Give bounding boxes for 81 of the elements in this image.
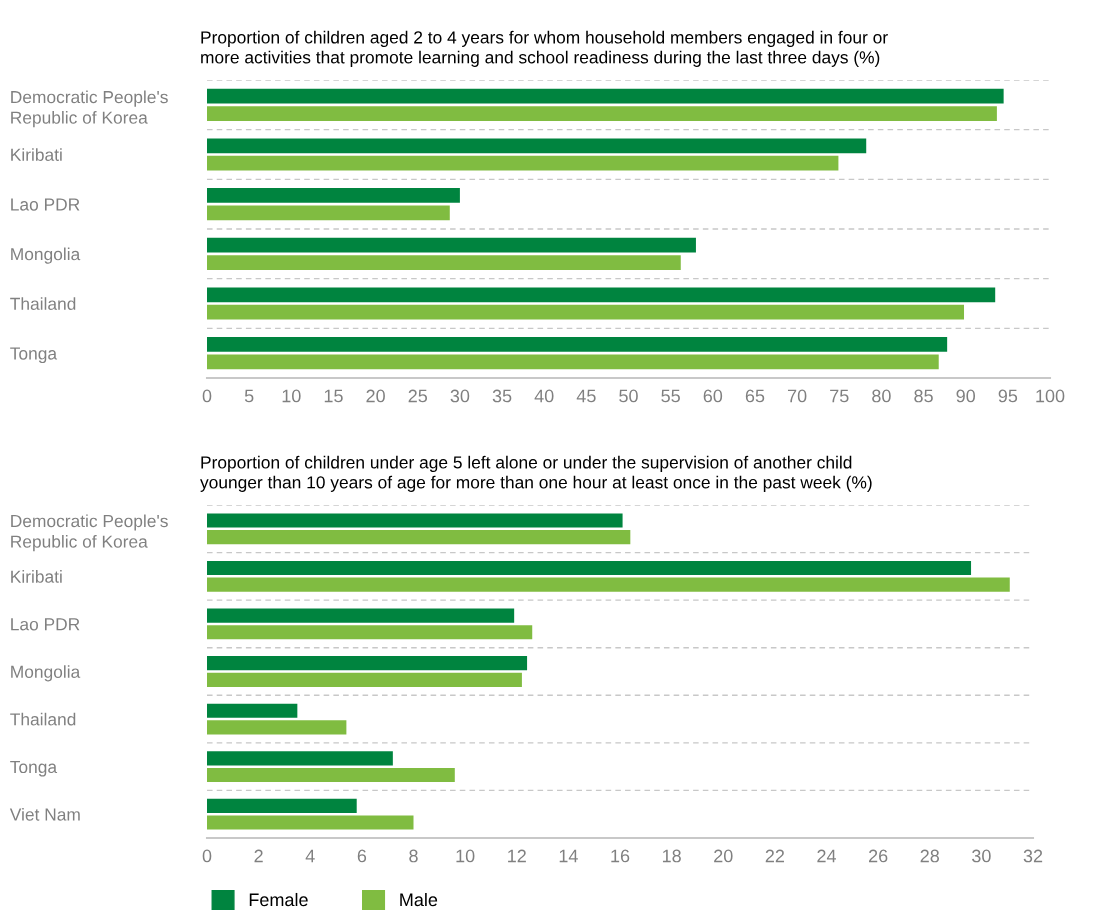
bar: [207, 656, 528, 671]
y-tick-label: Lao PDR: [11, 198, 80, 211]
x-tick-label: 10: [282, 389, 301, 403]
bar: [207, 155, 839, 171]
x-tick-label: 45: [576, 389, 596, 403]
bar: [207, 205, 450, 221]
x-tick-label: 8: [409, 849, 418, 863]
bar: [207, 138, 867, 154]
x-tick-label: 16: [611, 849, 630, 863]
x-tick-label: 14: [559, 849, 578, 863]
bar: [207, 106, 997, 121]
y-tick-label: Kiribati: [11, 148, 62, 161]
chart-title: Proportion of children aged 2 to 4 years for whom household members engaged in four or more activities that promote learning and school readiness during the last three days (%): [201, 30, 888, 67]
y-tick-label: Kiribati: [11, 570, 62, 583]
x-tick-label: 6: [357, 849, 367, 863]
bar: [207, 530, 631, 545]
x-tick-label: 60: [703, 389, 723, 403]
x-tick-label: 90: [956, 389, 976, 403]
bar: [207, 815, 414, 830]
y-tick-label: Thailand: [10, 297, 76, 310]
bar: [207, 88, 1004, 104]
x-tick-label: 35: [492, 389, 512, 403]
bar: [207, 337, 948, 352]
x-tick-label: 0: [202, 389, 212, 403]
x-tick-label: 65: [745, 389, 765, 403]
bar: [207, 625, 533, 640]
bar: [207, 354, 939, 370]
x-tick-label: 30: [450, 389, 470, 403]
x-tick-label: 22: [765, 849, 785, 863]
x-tick-label: 55: [661, 389, 680, 403]
bar: [207, 672, 522, 687]
y-tick-label: Mongolia: [11, 247, 81, 264]
x-tick-label: 5: [244, 389, 254, 403]
x-tick-label: 2: [254, 849, 263, 863]
x-tick-label: 10: [456, 849, 475, 863]
x-tick-label: 20: [714, 849, 733, 863]
x-tick-label: 30: [972, 849, 991, 863]
chart-title: Proportion of children under age 5 left alone or under the supervision of another child younger than 10 years of age for more than one hour at least once in the past week (%): [200, 455, 872, 492]
x-tick-label: 20: [366, 389, 385, 403]
bar: [207, 798, 357, 813]
bar: [207, 287, 996, 303]
x-tick-label: 12: [508, 849, 526, 863]
x-tick-label: 70: [787, 389, 807, 403]
bar: [207, 720, 347, 735]
y-tick-label: Thailand: [10, 712, 76, 726]
x-tick-label: 100: [1036, 389, 1065, 403]
bar: [207, 703, 298, 718]
bar: [207, 560, 972, 576]
x-tick-label: 75: [830, 389, 849, 403]
bar: [207, 608, 515, 623]
bar: [207, 255, 681, 270]
bar: [207, 767, 455, 783]
bar: [207, 513, 623, 528]
x-tick-label: 18: [662, 849, 681, 863]
legend-label: Male: [400, 892, 438, 907]
y-tick-label: Tonga: [10, 347, 58, 364]
bar: [207, 751, 393, 766]
legend-label: Female: [249, 892, 308, 907]
x-tick-label: 32: [1023, 849, 1043, 863]
bar: [207, 577, 1010, 592]
x-tick-label: 24: [817, 849, 837, 863]
x-tick-label: 40: [534, 389, 554, 403]
x-tick-label: 26: [868, 849, 888, 863]
bar: [207, 237, 696, 253]
y-tick-label: Viet Nam: [9, 807, 80, 821]
y-tick-label: Democratic People's Republic of Korea: [11, 90, 168, 128]
x-tick-label: 0: [202, 849, 212, 863]
x-tick-label: 50: [619, 389, 638, 403]
y-tick-label: Tonga: [10, 760, 58, 777]
bar: [207, 304, 965, 320]
x-tick-label: 25: [408, 389, 428, 403]
x-tick-label: 15: [324, 389, 343, 403]
x-tick-label: 95: [998, 389, 1018, 403]
y-tick-label: Democratic People's Republic of Korea: [11, 514, 168, 552]
x-tick-label: 28: [920, 849, 940, 863]
bar: [207, 188, 460, 203]
x-tick-label: 80: [872, 389, 891, 403]
y-tick-label: Mongolia: [11, 665, 81, 682]
x-tick-label: 4: [305, 849, 315, 863]
y-tick-label: Lao PDR: [11, 618, 80, 631]
x-tick-label: 85: [914, 389, 933, 403]
